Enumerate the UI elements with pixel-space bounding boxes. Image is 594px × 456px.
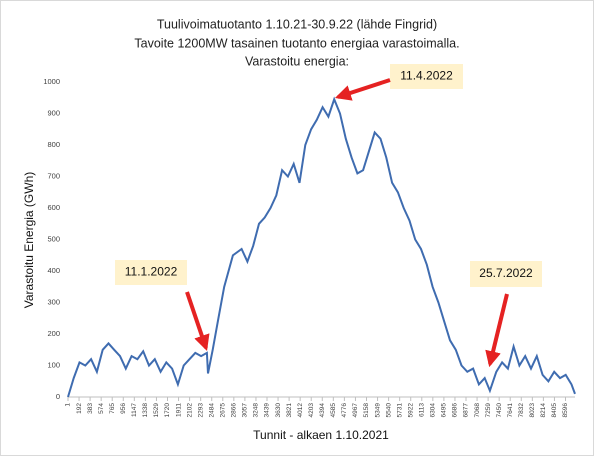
title-line: Tavoite 1200MW tasainen tuotanto energia… [134,36,459,50]
title-line: Tuulivoimatuotanto 1.10.21-30.9.22 (lähd… [157,17,437,31]
x-tick-label: 3439 [264,403,271,418]
y-tick-label: 300 [47,297,60,306]
x-tick-label: 6304 [430,403,437,418]
x-tick-label: 6495 [441,403,448,418]
y-tick-label: 800 [47,140,60,149]
x-tick-label: 7832 [518,403,525,418]
x-tick-label: 1338 [142,403,149,418]
x-tick-label: 4203 [308,403,315,418]
x-tick-label: 3821 [286,403,293,418]
x-tick-label: 5731 [396,403,403,418]
x-tick-label: 765 [109,403,116,414]
x-tick-label: 8405 [551,403,558,418]
annotation-box [115,260,187,285]
y-tick-label: 100 [47,360,60,369]
x-tick-label: 4967 [352,403,359,418]
x-tick-label: 3630 [275,403,282,418]
y-tick-label: 400 [47,266,60,275]
x-tick-label: 5540 [385,403,392,418]
x-tick-label: 2484 [208,403,215,418]
x-tick-label: 1529 [153,403,160,418]
x-tick-label: 7259 [485,403,492,418]
x-tick-label: 4585 [330,403,337,418]
y-tick-label: 200 [47,329,60,338]
title-line: Varastoitu energia: [245,54,349,68]
x-tick-label: 3248 [253,403,260,418]
x-tick-label: 1147 [131,403,138,417]
x-tick-label: 5922 [407,403,414,418]
x-tick-label: 6686 [452,403,459,418]
x-tick-label: 4012 [297,403,304,418]
x-tick-label: 574 [98,403,105,414]
x-tick-label: 6877 [463,403,470,418]
annotation-text: 11.4.2022 [400,69,453,83]
annotation-box [470,261,542,287]
x-tick-label: 383 [87,403,94,414]
x-tick-label: 3057 [242,403,249,418]
x-tick-label: 8214 [540,403,547,418]
x-tick-label: 8023 [529,403,536,418]
x-tick-label: 7641 [507,403,514,418]
x-tick-label: 2102 [186,403,193,418]
annotation-arrow [334,78,391,101]
x-tick-label: 956 [120,403,127,414]
x-tick-label: 4394 [319,403,326,418]
annotation-arrow [485,293,509,368]
x-tick-label: 5349 [374,403,381,418]
x-tick-label: 1911 [175,403,182,417]
x-tick-label: 7450 [496,403,503,418]
x-tick-label: 6113 [419,403,426,417]
annotation-box [390,64,463,89]
annotation-text: 11.1.2022 [125,265,178,279]
y-tick-label: 1000 [43,77,60,86]
x-tick-label: 5158 [363,403,370,418]
x-tick-label: 192 [76,403,83,414]
x-tick-label: 2293 [197,403,204,418]
x-tick-label: 8596 [562,403,569,418]
y-tick-label: 900 [47,108,60,117]
x-tick-label: 4776 [341,403,348,418]
x-tick-label: 7068 [474,403,481,418]
data-line [67,96,576,398]
x-tick-label: 2866 [231,403,238,418]
x-tick-label: 2675 [219,403,226,418]
annotation-text: 25.7.2022 [479,266,533,280]
y-tick-label: 0 [56,392,60,401]
annotation-arrow [185,291,210,352]
y-tick-label: 500 [47,234,60,243]
x-tick-label: 1 [65,403,72,407]
y-tick-label: 600 [47,203,60,212]
y-axis-label: Varastoitu Energia (GWh) [22,172,36,309]
y-tick-label: 700 [47,171,60,180]
x-tick-label: 1720 [164,403,171,418]
x-axis-label: Tunnit - alkaen 1.10.2021 [253,428,389,442]
